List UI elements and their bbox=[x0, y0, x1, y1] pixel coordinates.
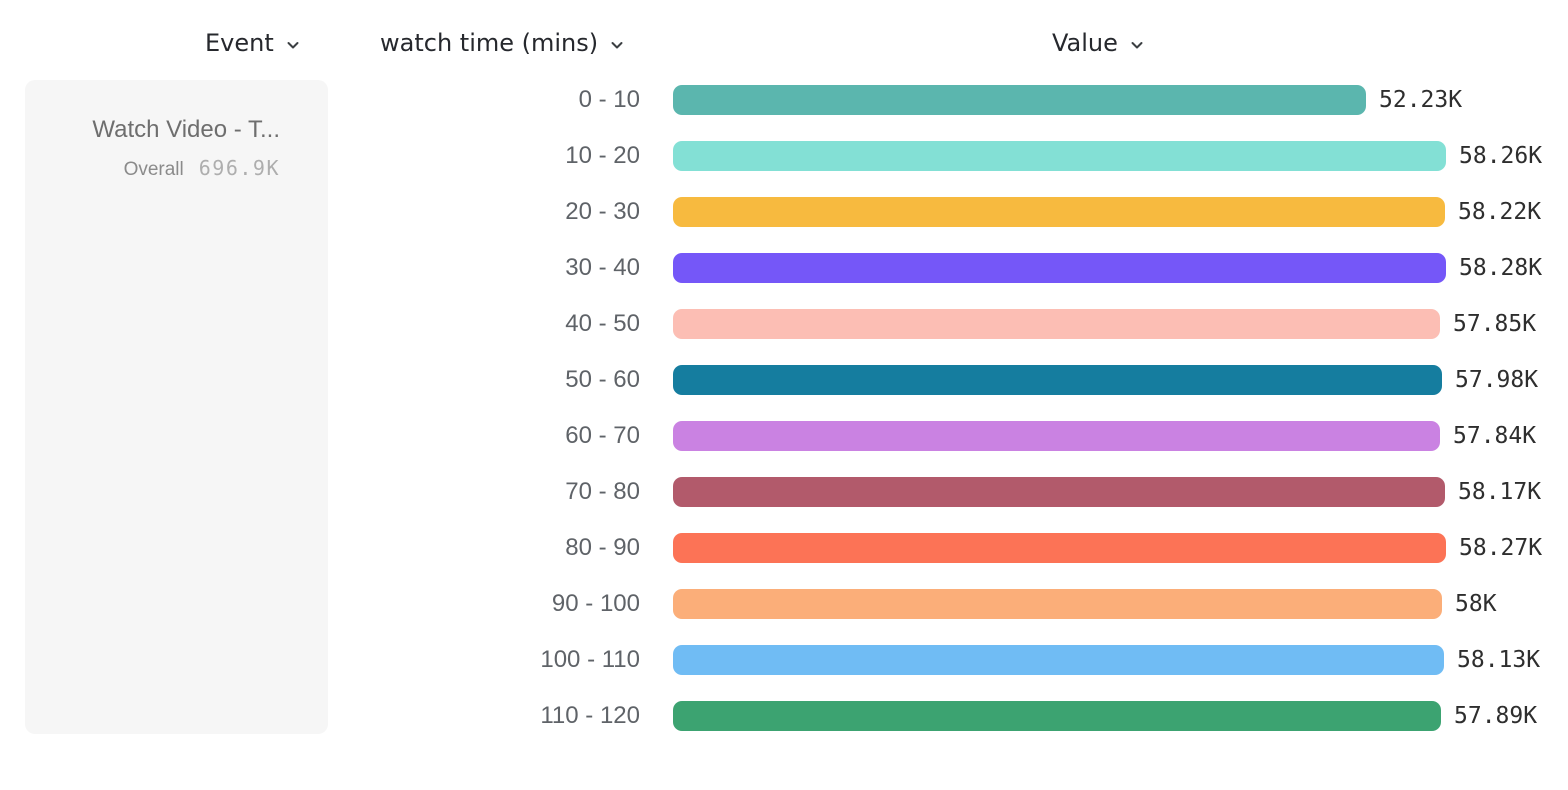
value-bar[interactable] bbox=[673, 85, 1366, 115]
value-label: 58.22K bbox=[1458, 199, 1542, 225]
overall-label: Overall bbox=[123, 159, 184, 180]
bucket-label: 40 - 50 bbox=[565, 310, 640, 337]
value-label: 58K bbox=[1455, 591, 1497, 617]
chart-row: 40 - 50 57.85K bbox=[0, 309, 1568, 339]
column-header-value[interactable]: Value bbox=[1052, 26, 1145, 60]
chart-row: 100 - 110 58.13K bbox=[0, 645, 1568, 675]
chart-row: 60 - 70 57.84K bbox=[0, 421, 1568, 451]
chevron-down-icon bbox=[1129, 37, 1145, 53]
chevron-down-icon bbox=[285, 37, 301, 53]
value-label: 57.89K bbox=[1454, 703, 1538, 729]
chart-row: 70 - 80 58.17K bbox=[0, 477, 1568, 507]
overall-row: Overall 696.9K bbox=[25, 157, 280, 181]
chevron-down-icon bbox=[609, 37, 625, 53]
value-bar[interactable] bbox=[673, 421, 1440, 451]
value-bar[interactable] bbox=[673, 533, 1446, 563]
value-label: 58.26K bbox=[1459, 143, 1543, 169]
value-bar[interactable] bbox=[673, 197, 1445, 227]
bucket-label: 50 - 60 bbox=[565, 366, 640, 393]
bucket-label: 10 - 20 bbox=[565, 142, 640, 169]
column-header-event-label: Event bbox=[205, 29, 274, 57]
bucket-label: 20 - 30 bbox=[565, 198, 640, 225]
event-card[interactable]: Watch Video - T... Overall 696.9K bbox=[25, 80, 328, 734]
value-bar[interactable] bbox=[673, 365, 1442, 395]
value-bar[interactable] bbox=[673, 141, 1446, 171]
overall-value: 696.9K bbox=[198, 156, 280, 180]
chart-row: 20 - 30 58.22K bbox=[0, 197, 1568, 227]
value-label: 57.98K bbox=[1455, 367, 1539, 393]
value-label: 58.27K bbox=[1459, 535, 1543, 561]
column-header-breakdown[interactable]: watch time (mins) bbox=[380, 26, 625, 60]
chart-row: 30 - 40 58.28K bbox=[0, 253, 1568, 283]
value-bar[interactable] bbox=[673, 645, 1444, 675]
column-header-breakdown-label: watch time (mins) bbox=[380, 29, 599, 57]
column-header-event[interactable]: Event bbox=[205, 26, 301, 60]
value-label: 58.13K bbox=[1457, 647, 1541, 673]
bucket-label: 0 - 10 bbox=[578, 86, 640, 113]
bucket-label: 110 - 120 bbox=[540, 702, 640, 729]
bucket-label: 90 - 100 bbox=[551, 590, 640, 617]
bucket-label: 80 - 90 bbox=[565, 534, 640, 561]
chart-row: 0 - 10 52.23K bbox=[0, 85, 1568, 115]
event-title: Watch Video - T... bbox=[92, 116, 280, 143]
chart-row: 50 - 60 57.98K bbox=[0, 365, 1568, 395]
chart-row: 10 - 20 58.26K bbox=[0, 141, 1568, 171]
chart-row: 90 - 100 58K bbox=[0, 589, 1568, 619]
bucket-label: 30 - 40 bbox=[565, 254, 640, 281]
bucket-label: 70 - 80 bbox=[565, 478, 640, 505]
value-label: 57.84K bbox=[1453, 423, 1537, 449]
value-label: 58.17K bbox=[1458, 479, 1542, 505]
value-bar[interactable] bbox=[673, 253, 1446, 283]
value-label: 58.28K bbox=[1459, 255, 1543, 281]
value-label: 57.85K bbox=[1453, 311, 1537, 337]
bucket-label: 60 - 70 bbox=[565, 422, 640, 449]
chart-row: 110 - 120 57.89K bbox=[0, 701, 1568, 731]
value-bar[interactable] bbox=[673, 701, 1441, 731]
bucket-label: 100 - 110 bbox=[540, 646, 640, 673]
value-bar[interactable] bbox=[673, 589, 1442, 619]
value-label: 52.23K bbox=[1379, 87, 1463, 113]
chart-row: 80 - 90 58.27K bbox=[0, 533, 1568, 563]
value-bar[interactable] bbox=[673, 477, 1445, 507]
column-header-value-label: Value bbox=[1052, 29, 1118, 57]
value-bar[interactable] bbox=[673, 309, 1440, 339]
